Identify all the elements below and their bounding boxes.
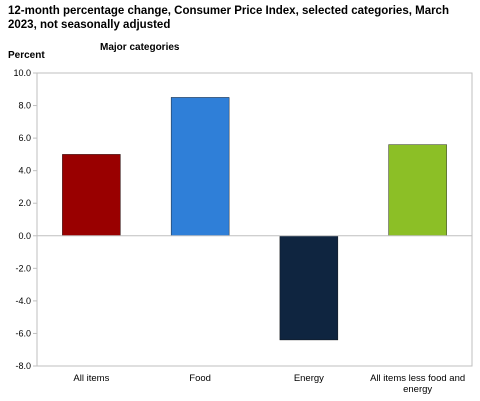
- y-tick-label: -6.0: [15, 328, 31, 338]
- y-axis-label: Percent: [8, 50, 45, 61]
- plot-area-frame: [36, 72, 473, 367]
- x-category-label: Energy: [294, 373, 324, 384]
- y-tick-label: 2.0: [18, 198, 31, 208]
- y-tick-label: -2.0: [15, 263, 31, 273]
- y-tick-label: 0.0: [18, 231, 31, 241]
- bar: [388, 144, 447, 236]
- y-tick-label: 4.0: [18, 166, 31, 176]
- x-category-label: All items: [73, 373, 109, 384]
- y-tick-label: 10.0: [13, 68, 31, 78]
- y-tick-label: 6.0: [18, 133, 31, 143]
- x-category-label: Food: [189, 373, 211, 384]
- bar: [62, 154, 121, 236]
- x-category-label: energy: [403, 384, 432, 395]
- y-tick-label: -4.0: [15, 296, 31, 306]
- chart-subtitle: Major categories: [100, 42, 180, 53]
- chart-title: 12-month percentage change, Consumer Pri…: [8, 5, 449, 31]
- bar: [170, 97, 230, 236]
- y-tick-label: 8.0: [18, 101, 31, 111]
- x-category-label: All items less food and: [370, 373, 465, 384]
- y-tick-label: -8.0: [15, 361, 31, 371]
- bar: [279, 235, 339, 341]
